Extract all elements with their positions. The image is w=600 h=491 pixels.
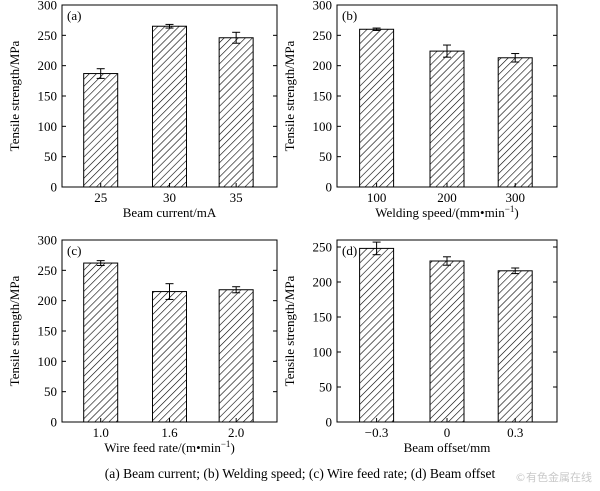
y-tick-label: 100	[313, 345, 333, 360]
x-axis-label-text: Wire feed rate/(m•min	[104, 440, 221, 455]
x-tick-label: 2.0	[228, 425, 244, 440]
x-axis-label-superscript: −1	[505, 204, 515, 214]
panel-a: 25 30 35 0 50 100 150 200 250 300 (a) Beam current/…	[7, 0, 278, 220]
y-axis-label: Tensile strength/MPa	[7, 40, 22, 151]
plot-frame	[336, 4, 558, 188]
x-axis-label-end: )	[230, 440, 234, 455]
x-tick-label: 0.3	[507, 425, 523, 440]
bar	[218, 37, 254, 188]
y-axis-label: Tensile strength/MPa	[7, 275, 22, 386]
x-tick-label: 0	[444, 425, 451, 440]
y-axis-label: Tensile strength/MPa	[282, 275, 297, 386]
y-tick-label: 100	[38, 354, 58, 369]
y-tick-label: 250	[313, 28, 333, 43]
x-tick-label: 25	[94, 190, 107, 205]
x-axis-label-text: Welding speed/(mm•min	[375, 205, 505, 220]
bar	[497, 270, 533, 423]
x-tick-label: 200	[437, 190, 457, 205]
panel-label: (a)	[67, 8, 81, 23]
y-tick-label: 300	[38, 0, 58, 13]
bar	[429, 50, 465, 188]
y-tick-label: 0	[326, 415, 333, 430]
y-tick-label: 50	[44, 384, 57, 399]
y-tick-label: 0	[51, 415, 58, 430]
panel-b: 100 200 300 0 50 100 150 200 250 300 (b) Welding sp…	[282, 0, 558, 220]
plot-frame	[336, 239, 558, 423]
y-tick-label: 200	[38, 293, 58, 308]
x-tick-label: −0.3	[365, 425, 389, 440]
plot-frame	[61, 4, 278, 188]
x-axis-label-superscript: −1	[221, 439, 231, 449]
bar	[218, 289, 254, 423]
bar	[359, 247, 395, 423]
panel-label: (d)	[342, 243, 357, 258]
panel-d: −0.3 0 0.3 0 50 100 150 200 250 (d) Beam offset/mm…	[282, 239, 558, 455]
bar	[359, 28, 395, 188]
x-tick-label: 35	[230, 190, 243, 205]
x-axis-label: Beam current/mA	[123, 205, 217, 220]
bar	[83, 73, 119, 188]
y-tick-label: 50	[319, 149, 332, 164]
bar	[497, 57, 533, 188]
x-tick-label: 1.0	[93, 425, 109, 440]
panel-label: (b)	[342, 8, 357, 23]
y-tick-label: 100	[38, 119, 58, 134]
y-tick-label: 150	[38, 324, 58, 339]
x-tick-label: 30	[163, 190, 176, 205]
y-tick-label: 250	[313, 240, 333, 255]
bar	[152, 25, 187, 188]
x-tick-label: 1.6	[161, 425, 178, 440]
bar	[429, 260, 465, 423]
y-tick-label: 150	[313, 310, 333, 325]
y-tick-label: 100	[313, 119, 333, 134]
y-tick-label: 0	[51, 180, 58, 195]
y-tick-label: 300	[38, 233, 58, 248]
panel-label: (c)	[67, 243, 81, 258]
y-tick-label: 200	[313, 275, 333, 290]
y-tick-label: 0	[326, 180, 333, 195]
y-tick-label: 200	[38, 58, 58, 73]
bar	[83, 262, 119, 423]
y-tick-label: 50	[319, 380, 332, 395]
x-axis-label: Beam offset/mm	[404, 440, 491, 455]
panel-c: 1.0 1.6 2.0 0 50 100 150 200 250 300 (c) Wire feed …	[7, 233, 278, 455]
y-axis-label: Tensile strength/MPa	[282, 40, 297, 151]
y-tick-label: 250	[38, 263, 58, 278]
x-axis-label-text: Beam offset/mm	[404, 440, 491, 455]
y-tick-label: 200	[313, 58, 333, 73]
watermark: ©有色金属在线	[515, 471, 592, 484]
x-axis-label: Welding speed/(mm•min−1)	[375, 204, 518, 220]
x-tick-label: 300	[505, 190, 525, 205]
y-tick-label: 300	[313, 0, 333, 13]
x-axis-label: Wire feed rate/(m•min−1)	[104, 439, 235, 455]
x-tick-label: 100	[367, 190, 387, 205]
figure-caption: (a) Beam current; (b) Welding speed; (c)…	[104, 466, 496, 481]
x-axis-label-text: Beam current/mA	[123, 205, 217, 220]
y-tick-label: 250	[38, 28, 58, 43]
y-tick-label: 150	[38, 89, 58, 104]
plot-frame	[61, 239, 278, 423]
y-tick-label: 150	[313, 89, 333, 104]
bar	[152, 291, 187, 423]
x-axis-label-end: )	[514, 205, 518, 220]
y-tick-label: 50	[44, 149, 57, 164]
